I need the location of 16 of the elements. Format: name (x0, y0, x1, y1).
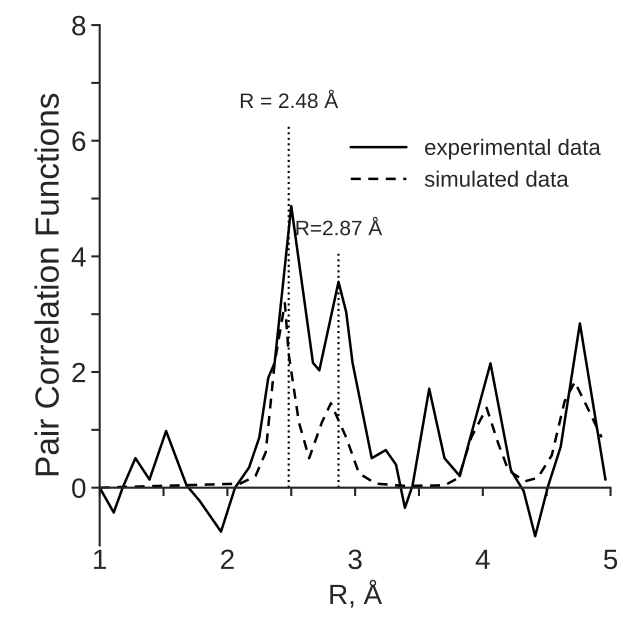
x-tick-label: 4 (476, 550, 490, 569)
legend-label: simulated data (424, 170, 569, 187)
annotation: R=2.87 Å (296, 216, 382, 236)
x-tick-label: 2 (221, 550, 234, 569)
annotation: R = 2.48 Å (240, 90, 338, 108)
x-tick-label: 1 (94, 550, 106, 569)
y-axis-title: Pair Correlation Functions (34, 94, 59, 476)
x-tick-label: 5 (604, 550, 618, 570)
y-tick-label: 4 (72, 247, 86, 266)
y-tick-label: 2 (72, 362, 86, 382)
y-tick-label: 0 (72, 478, 86, 498)
legend-label: experimental data (425, 138, 601, 160)
y-tick-label: 8 (72, 16, 86, 36)
y-tick-label: 6 (72, 131, 86, 152)
x-tick-label: 3 (348, 550, 362, 570)
x-axis-title: R, Å (330, 580, 382, 608)
